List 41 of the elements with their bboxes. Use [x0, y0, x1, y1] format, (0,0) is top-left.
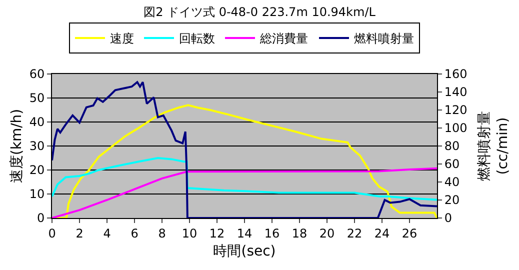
- y-tick-label: 0: [36, 211, 45, 226]
- legend-label: 燃料噴射量: [354, 32, 414, 46]
- y2-tick-label: 160: [444, 67, 468, 82]
- x-tick-label: 8: [158, 226, 166, 240]
- x-tick-label: 0: [48, 226, 56, 240]
- x-tick-label: 14: [236, 226, 252, 240]
- y2-tick-label: 60: [444, 157, 460, 172]
- x-tick-label: 10: [182, 226, 198, 240]
- x-tick-label: 22: [346, 226, 362, 240]
- y-tick-label: 40: [29, 115, 45, 130]
- y2-tick-label: 20: [444, 193, 460, 208]
- x-tick-label: 18: [292, 226, 308, 240]
- y2-tick-label: 40: [444, 175, 460, 190]
- x-tick-label: 12: [209, 226, 225, 240]
- y-tick-label: 50: [29, 91, 45, 106]
- y-tick-label: 60: [29, 67, 45, 82]
- y2-tick-label: 120: [444, 103, 468, 118]
- x-tick-label: 20: [319, 226, 335, 240]
- x-tick-label: 26: [402, 226, 418, 240]
- legend-label: 速度: [110, 32, 134, 46]
- legend-label: 回転数: [179, 32, 215, 46]
- y2-axis-title: 燃料噴射量 (cc/min): [476, 111, 511, 181]
- line-series: [52, 157, 437, 201]
- x-axis-title: 時間(sec): [213, 244, 276, 260]
- y2-tick-label: 100: [444, 121, 468, 136]
- x-tick-label: 16: [264, 226, 280, 240]
- chart-title: 図2 ドイツ式 0-48-0 223.7m 10.94km/L: [144, 5, 376, 20]
- line-series: [52, 81, 437, 218]
- x-tick-label: 6: [130, 226, 138, 240]
- line-series: [52, 167, 437, 218]
- y-tick-label: 30: [29, 139, 45, 154]
- x-tick-label: 2: [76, 226, 84, 240]
- x-tick-label: 24: [374, 226, 390, 240]
- y-tick-label: 10: [29, 187, 45, 202]
- x-tick-label: 4: [103, 226, 111, 240]
- y-axis-title: 速度(km/h): [8, 108, 25, 184]
- y2-tick-label: 140: [444, 85, 468, 100]
- y2-tick-label: 0: [444, 211, 452, 226]
- legend-label: 総消費量: [259, 32, 308, 46]
- y2-tick-label: 80: [444, 139, 460, 154]
- y-tick-label: 20: [29, 163, 45, 178]
